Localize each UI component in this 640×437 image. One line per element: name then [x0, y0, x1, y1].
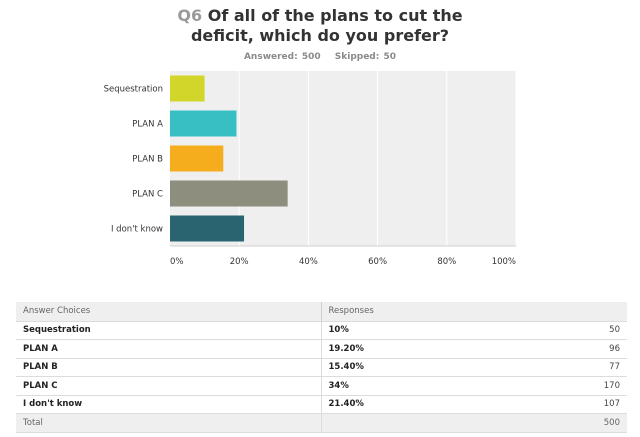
question-text: Of all of the plans to cut the deficit, …	[190, 6, 463, 45]
answered-count: Answered: 500	[243, 52, 321, 62]
category-label: PLAN C	[132, 190, 163, 200]
row-choice: PLAN C	[16, 376, 321, 396]
table-row: PLAN B 15.40% 77	[16, 358, 627, 377]
row-choice: Sequestration	[16, 321, 321, 340]
tick-label: 60%	[368, 257, 387, 267]
category-label: PLAN B	[132, 155, 163, 165]
row-percent: 19.20%	[320, 339, 525, 359]
row-count: 107	[524, 395, 627, 414]
table-row: PLAN C 34% 170	[16, 376, 627, 396]
category-label: PLAN A	[132, 120, 163, 130]
row-choice: PLAN A	[16, 339, 321, 359]
bar	[170, 75, 205, 102]
skipped-count: Skipped: 50	[334, 52, 397, 62]
header-responses: Responses	[320, 302, 525, 322]
tick-label: 40%	[299, 257, 318, 267]
total-count: 500	[524, 413, 627, 433]
header-count	[524, 302, 627, 322]
row-percent: 10%	[320, 321, 525, 340]
bar	[170, 180, 288, 207]
row-percent: 15.40%	[320, 358, 525, 377]
question-header: Q6 Of all of the plans to cut the defici…	[0, 6, 640, 62]
table-header-row: Answer Choices Responses	[16, 302, 627, 322]
header-answer-choices: Answer Choices	[16, 302, 321, 322]
category-label: Sequestration	[104, 85, 163, 95]
row-percent: 34%	[320, 376, 525, 396]
row-choice: PLAN B	[16, 358, 321, 377]
tick-label: 100%	[492, 257, 516, 267]
table-row: Sequestration 10% 50	[16, 321, 627, 340]
row-percent: 21.40%	[320, 395, 525, 414]
total-label: Total	[16, 413, 321, 433]
row-count: 170	[524, 376, 627, 396]
row-count: 50	[524, 321, 627, 340]
row-choice: I don't know	[16, 395, 321, 414]
question-title: Q6 Of all of the plans to cut the defici…	[0, 6, 640, 46]
table-total-row: Total 500	[16, 413, 627, 433]
table-row: PLAN A 19.20% 96	[16, 339, 627, 359]
category-label: I don't know	[111, 225, 163, 235]
bar	[170, 215, 245, 242]
tick-label: 0%	[170, 257, 184, 267]
table-row: I don't know 21.40% 107	[16, 395, 627, 414]
responses-table: Answer Choices Responses Sequestration 1…	[16, 302, 627, 433]
bar-chart: Sequestration PLAN A PLAN B PLAN C I don't k…	[104, 71, 517, 267]
bar	[170, 110, 237, 137]
tick-label: 20%	[230, 257, 249, 267]
row-count: 96	[524, 339, 627, 359]
response-meta: Answered: 500 Skipped: 50	[0, 52, 640, 62]
total-spacer	[320, 413, 525, 433]
tick-label: 80%	[437, 257, 456, 267]
bar	[170, 145, 224, 172]
row-count: 77	[524, 358, 627, 377]
question-number: Q6	[177, 6, 203, 25]
